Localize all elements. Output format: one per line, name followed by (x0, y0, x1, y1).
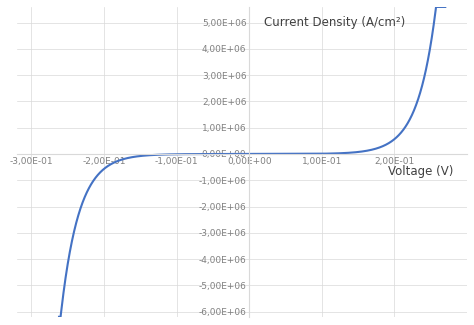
Text: Current Density (A/cm²): Current Density (A/cm²) (264, 16, 406, 29)
Text: Voltage (V): Voltage (V) (388, 165, 454, 178)
